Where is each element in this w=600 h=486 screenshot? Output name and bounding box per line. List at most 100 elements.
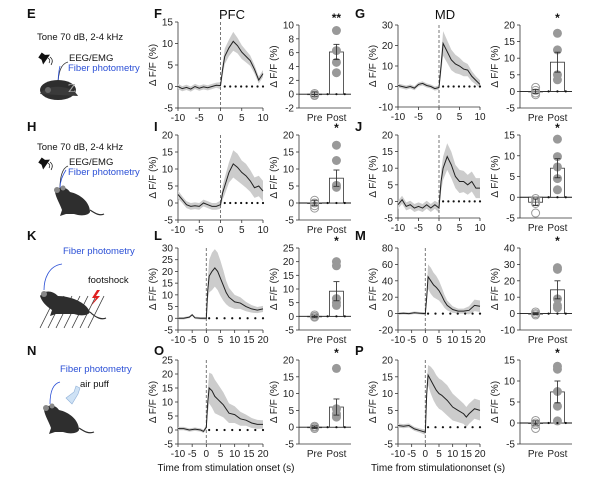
x-tick-label: -10 — [171, 449, 186, 460]
mean-trace — [397, 41, 481, 90]
significance-dot — [426, 426, 430, 429]
y-tick-label: 10 — [162, 165, 174, 176]
bar-chart-l-bar: -5 0 5 10 15 20 25 Δ F/F (%) Pre Post * — [269, 234, 351, 346]
y-tick-label: 10 — [283, 389, 295, 400]
significance-stars: * — [555, 121, 560, 135]
y-tick-label: 40 — [504, 244, 516, 255]
panel-label: F — [154, 6, 162, 21]
x-tick-label: 10 — [257, 225, 269, 236]
x-tick-label: 20 — [257, 449, 269, 460]
y-tick-label: 15 — [162, 148, 174, 159]
significance-dot — [335, 201, 338, 205]
data-point-post — [552, 185, 562, 195]
y-tick-label: 15 — [162, 384, 174, 395]
significance-dot — [254, 317, 257, 320]
data-point-post — [331, 261, 341, 271]
bar-chart-p-bar: -5 0 5 10 15 Δ F/F (%) Pre Post * — [490, 346, 572, 460]
y-tick-label: 20 — [283, 356, 295, 367]
significance-stars: * — [334, 346, 339, 360]
y-tick-label: 10 — [162, 290, 174, 301]
data-point-pre — [310, 88, 320, 98]
significance-dot — [208, 428, 211, 432]
y-tick-label: 5 — [387, 406, 393, 417]
significance-dot — [463, 85, 466, 88]
significance-dot — [556, 312, 559, 315]
x-category-label: Post — [547, 223, 567, 234]
significance-dot — [215, 428, 218, 432]
y-tick-label: 10 — [283, 165, 295, 176]
y-tick-label: 15 — [382, 372, 394, 383]
x-tick-label: -5 — [414, 223, 423, 234]
significance-dot — [547, 312, 550, 315]
significance-dot — [343, 201, 346, 205]
x-category-label: Post — [326, 225, 346, 236]
bar-chart-m-bar: -10 0 10 20 30 40 Δ F/F (%) Pre Post * — [490, 234, 572, 346]
y-tick-label: -5 — [164, 104, 173, 115]
data-point-pre — [531, 310, 541, 320]
y-tick-label: 60 — [382, 260, 394, 271]
significance-dot — [326, 315, 329, 318]
y-tick-label: -20 — [379, 326, 394, 337]
x-category-label: Pre — [307, 449, 323, 460]
panel-label: M — [355, 228, 366, 243]
y-axis-label: Δ F/F (%) — [490, 45, 501, 87]
data-point-post — [331, 363, 341, 373]
x-tick-label: 5 — [436, 449, 442, 460]
data-point-post — [331, 156, 341, 165]
significance-dot — [452, 200, 455, 203]
x-tick-label: 0 — [436, 112, 442, 123]
significance-dot — [343, 315, 346, 318]
data-point-post — [552, 416, 562, 426]
y-tick-label: 15 — [283, 271, 295, 282]
y-tick-label: 30 — [382, 21, 394, 32]
x-tick-label: -10 — [171, 335, 186, 346]
y-tick-label: 5 — [167, 61, 173, 72]
x-category-label: Pre — [528, 223, 544, 234]
y-tick-label: 0 — [509, 419, 515, 430]
y-tick-label: 15 — [504, 37, 516, 48]
x-tick-label: -10 — [171, 225, 186, 236]
y-tick-label: 10 — [504, 293, 516, 304]
significance-dot — [335, 426, 338, 429]
mean-trace — [178, 267, 264, 319]
y-tick-label: -5 — [164, 326, 173, 337]
panel-label: G — [355, 6, 365, 21]
schematic-e: E Tone 70 dB, 2-4 kHz EEG/EMG Fiber phot… — [27, 6, 140, 100]
significance-dot — [457, 85, 461, 88]
y-tick-label: 0 — [387, 309, 393, 320]
y-tick-label: 10 — [382, 389, 394, 400]
y-tick-label: 10 — [382, 164, 394, 175]
data-point-post — [331, 182, 341, 192]
y-axis-label: Δ F/F (%) — [269, 45, 280, 87]
y-tick-label: -5 — [384, 214, 393, 225]
x-tick-label: -10 — [171, 113, 186, 124]
data-point-post — [552, 75, 562, 85]
significance-dot — [229, 201, 232, 205]
y-tick-label: 20 — [162, 131, 174, 142]
x-tick-label: -10 — [391, 335, 406, 346]
y-tick-label: -2 — [285, 104, 294, 115]
y-axis-label: Δ F/F (%) — [148, 44, 159, 86]
significance-dot — [456, 426, 459, 429]
y-tick-label: 10 — [382, 62, 394, 73]
stimulus-text: air puff — [80, 379, 109, 390]
data-point-pre — [531, 85, 541, 95]
stimulus-text: footshock — [88, 275, 129, 286]
y-tick-label: 25 — [283, 244, 295, 255]
sem-band — [178, 150, 263, 210]
significance-dot — [240, 201, 243, 205]
data-point-pre — [310, 424, 320, 434]
significance-dot — [547, 421, 550, 425]
awake-mouse-icon — [43, 381, 95, 434]
y-axis-label: Δ F/F (%) — [490, 155, 501, 197]
y-tick-label: 15 — [283, 148, 295, 159]
y-tick-label: 10 — [283, 285, 295, 296]
significance-stars: * — [334, 234, 339, 248]
significance-dot — [556, 196, 559, 199]
y-tick-label: 20 — [382, 356, 394, 367]
x-tick-label: 10 — [447, 335, 459, 346]
x-tick-label: 5 — [239, 113, 245, 124]
x-tick-label: -5 — [414, 112, 423, 123]
